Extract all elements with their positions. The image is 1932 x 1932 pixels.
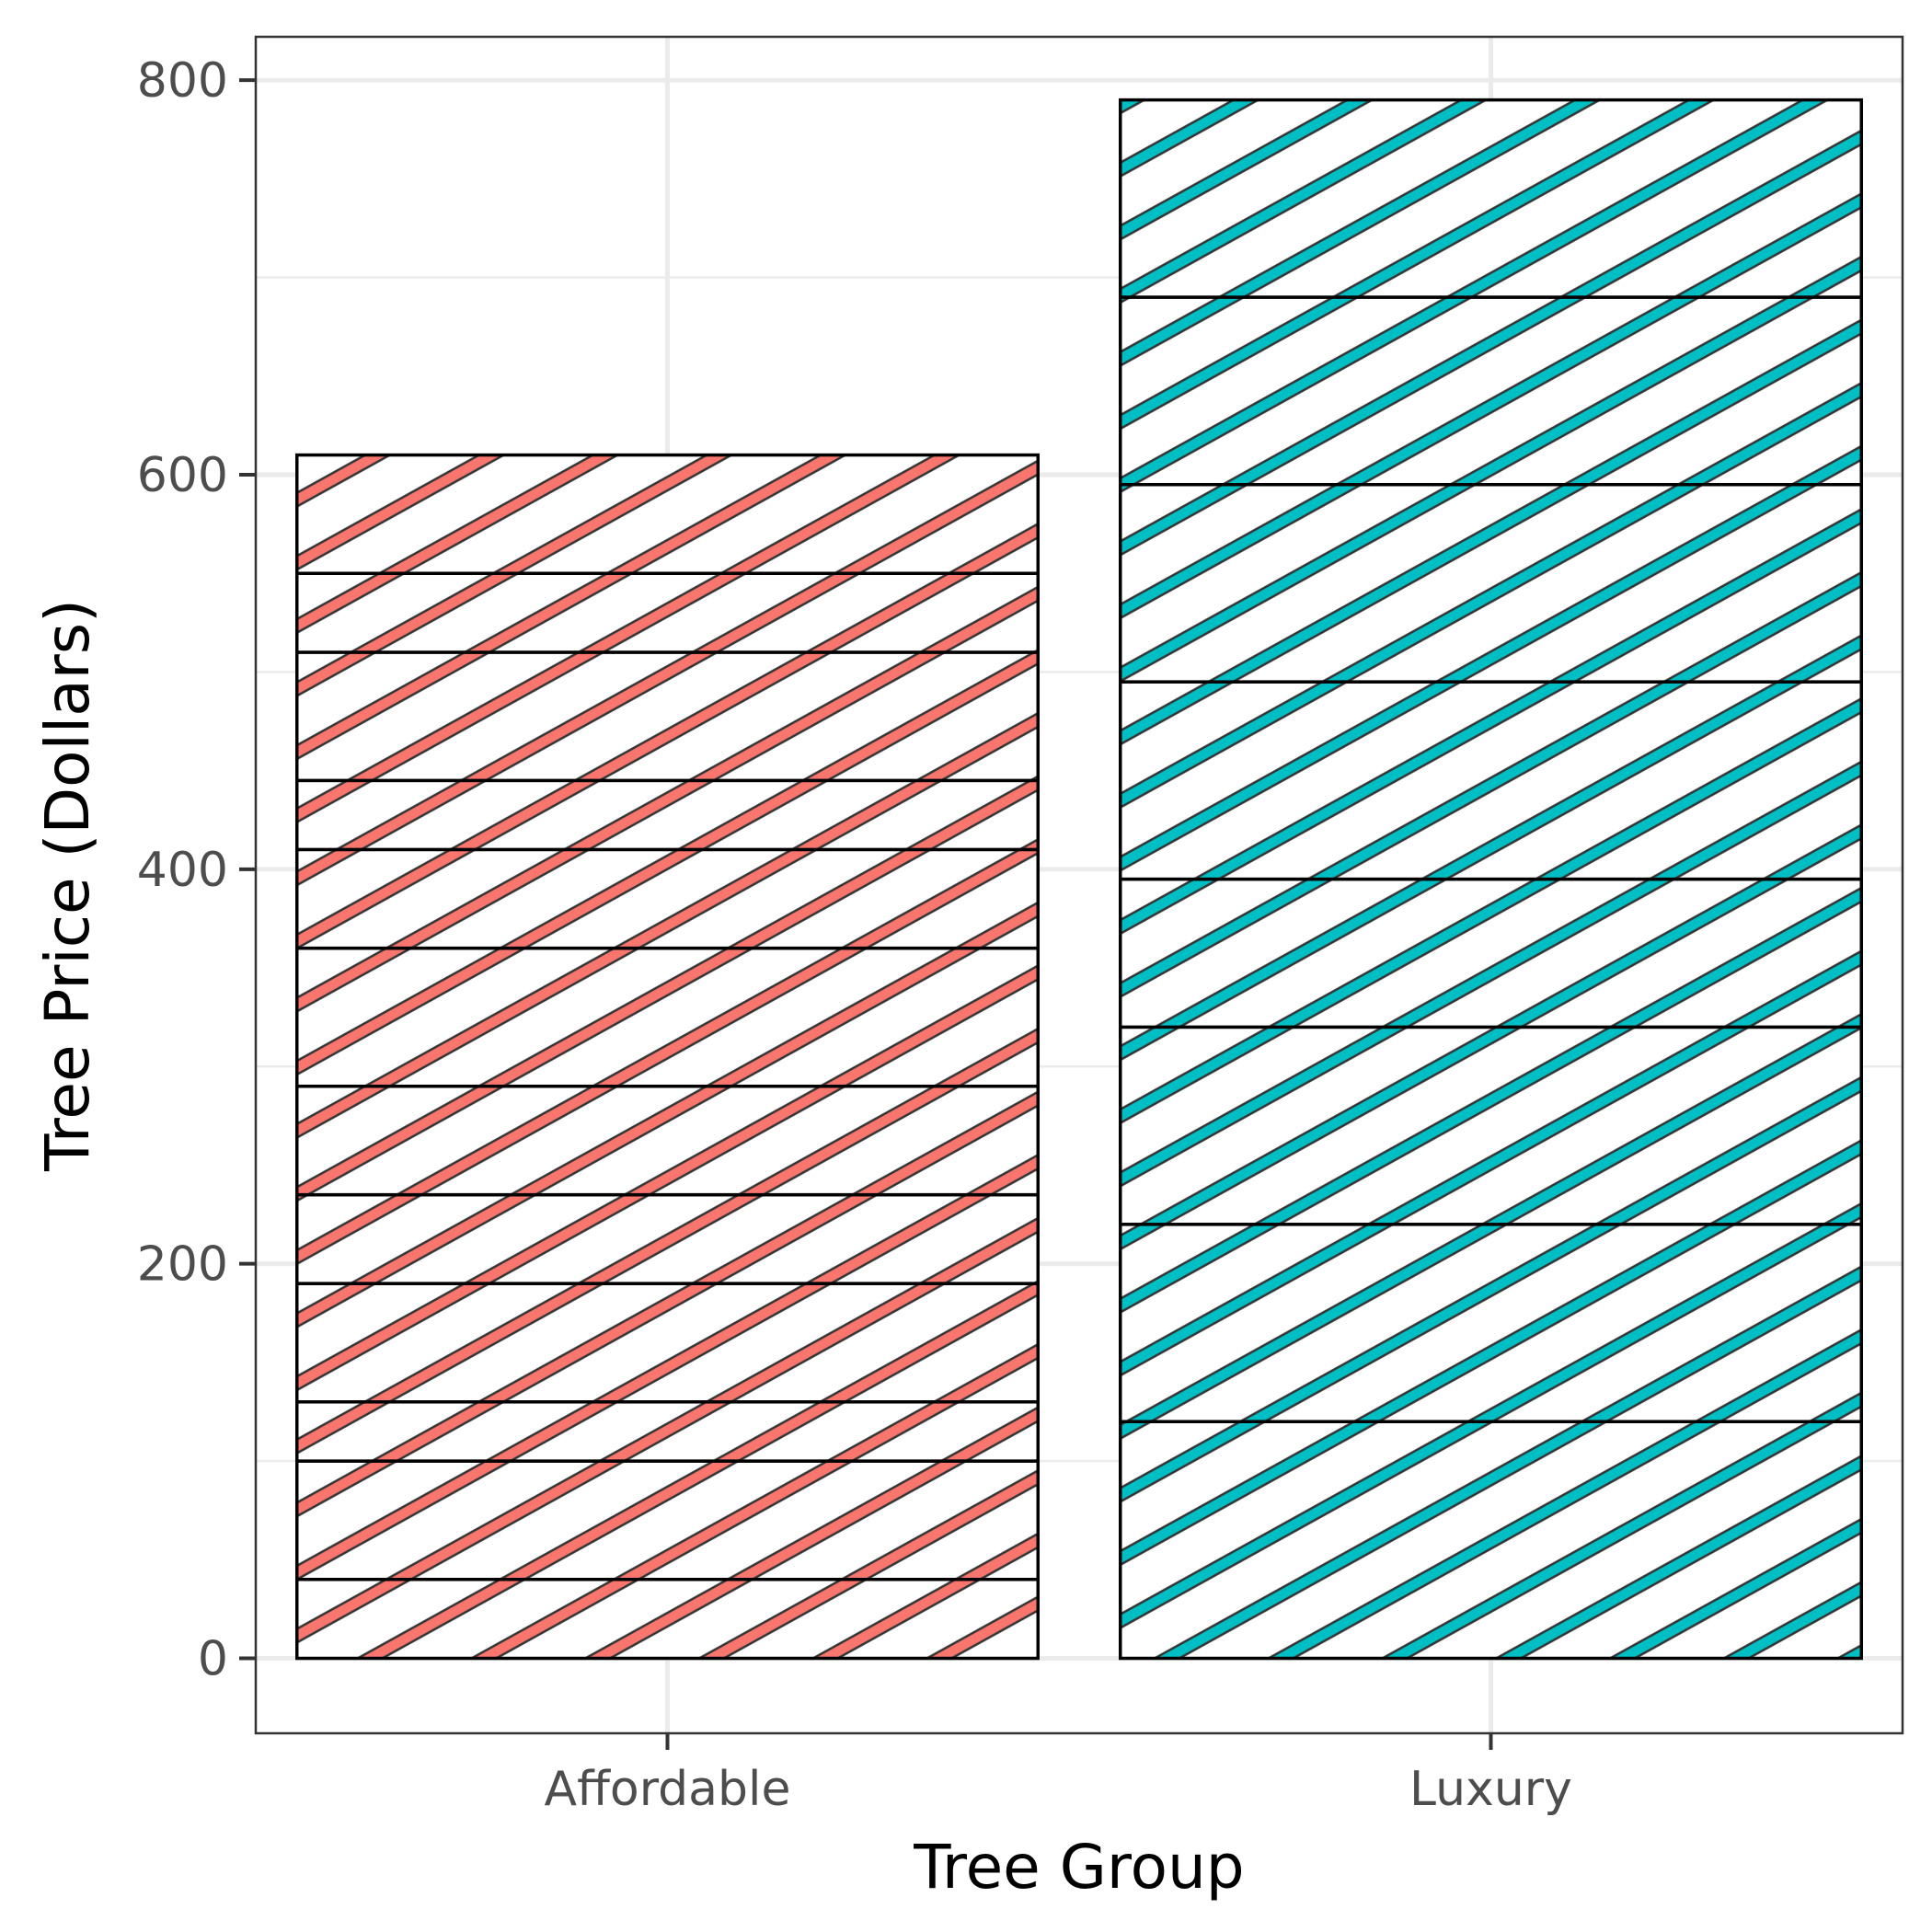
bar-segment: [1119, 680, 1863, 881]
bar-luxury: [1119, 98, 1863, 1661]
bar-segment: [1119, 1025, 1863, 1226]
bar-segment: [295, 847, 1040, 950]
y-axis-title: Tree Price (Dollars): [32, 599, 103, 1172]
bar-segment: [295, 650, 1040, 783]
bar-segment: [295, 453, 1040, 575]
bar-affordable: [295, 453, 1040, 1661]
y-tick-label: 800: [137, 53, 228, 109]
y-tick-label: 200: [137, 1237, 228, 1293]
bar-segment: [295, 1578, 1040, 1661]
bar-segment: [295, 778, 1040, 852]
bar-segment: [295, 1084, 1040, 1197]
bar-segment: [295, 1282, 1040, 1404]
bar-segment: [1119, 295, 1863, 487]
bar-segment: [1119, 877, 1863, 1029]
bar-segment: [1119, 482, 1863, 684]
bar-segment: [1119, 1420, 1863, 1661]
y-tick-label: 400: [137, 843, 228, 898]
bar-segment: [295, 1192, 1040, 1285]
bar-segment: [295, 571, 1040, 654]
bar-segment: [1119, 98, 1863, 299]
panel-border: [254, 35, 1904, 1735]
bars-group: [295, 98, 1863, 1661]
bar-segment: [295, 1459, 1040, 1581]
x-axis: Affordable Luxury: [545, 1733, 1572, 1817]
x-tick-label: Luxury: [1409, 1762, 1572, 1817]
x-tick-label: Affordable: [545, 1762, 791, 1817]
y-tick-label: 0: [198, 1632, 228, 1687]
y-tick-label: 600: [137, 448, 228, 503]
bar-segment: [295, 1400, 1040, 1463]
x-axis-title: Tree Group: [913, 1832, 1244, 1903]
bar-segment: [295, 946, 1040, 1088]
bar-segment: [1119, 1223, 1863, 1423]
y-axis: 0 200 400 600 800: [137, 53, 256, 1687]
